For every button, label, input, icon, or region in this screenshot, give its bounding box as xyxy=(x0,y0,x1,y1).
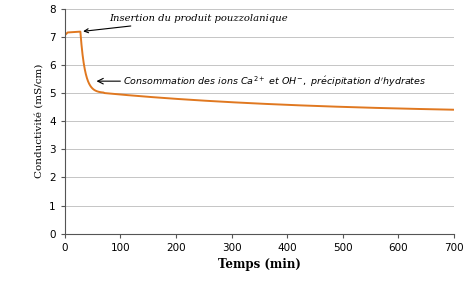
Y-axis label: Conductivité (mS/cm): Conductivité (mS/cm) xyxy=(35,64,44,178)
Text: $\it{Consommation\ des\ ions\ Ca^{2+}\ et\ OH^{-},\ pr\acute{e}cipitation\ d'hyd: $\it{Consommation\ des\ ions\ Ca^{2+}\ e… xyxy=(123,74,426,89)
X-axis label: Temps (min): Temps (min) xyxy=(218,258,300,271)
Text: Insertion du produit pouzzolanique: Insertion du produit pouzzolanique xyxy=(84,14,288,33)
